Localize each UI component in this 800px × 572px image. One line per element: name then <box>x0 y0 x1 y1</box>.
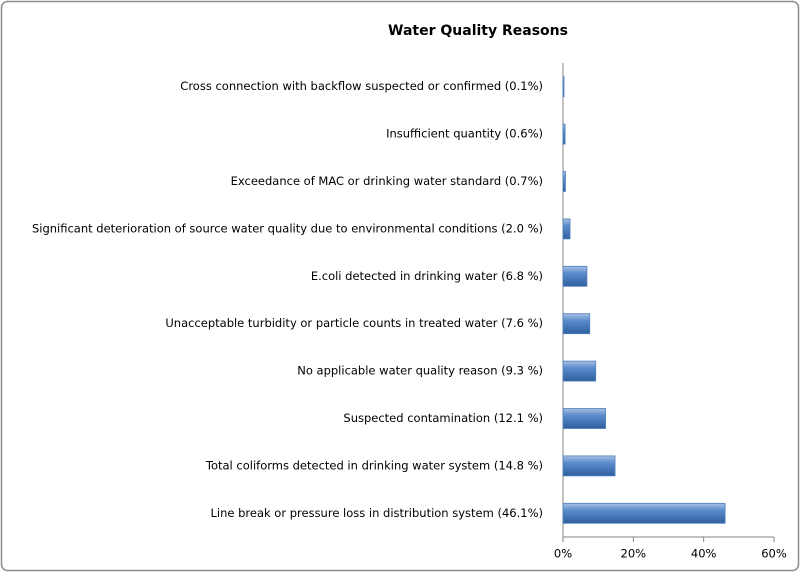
bar <box>562 502 726 524</box>
chart-title: Water Quality Reasons <box>388 23 568 39</box>
bar <box>562 218 571 240</box>
bar <box>562 360 597 382</box>
x-tick-label: 0% <box>554 547 572 561</box>
y-tick-label: Unacceptable turbidity or particle count… <box>165 316 543 330</box>
x-tick-label: 40% <box>691 547 717 561</box>
bar <box>562 455 616 477</box>
x-tick-label: 20% <box>621 547 647 561</box>
y-tick-label: Cross connection with backflow suspected… <box>180 79 543 93</box>
y-tick-label: Line break or pressure loss in distribut… <box>210 506 543 520</box>
y-tick-label: Insufficient quantity (0.6%) <box>386 127 543 141</box>
y-tick-label: Significant deterioration of source wate… <box>32 221 543 235</box>
x-tick-label: 60% <box>761 547 787 561</box>
bar <box>562 313 591 335</box>
y-tick-label: Total coliforms detected in drinking wat… <box>205 458 543 472</box>
bar <box>562 265 588 287</box>
y-tick-label: Suspected contamination (12.1 %) <box>343 411 543 425</box>
bar <box>562 76 565 98</box>
y-tick-label: E.coli detected in drinking water (6.8 %… <box>311 269 543 283</box>
bar <box>562 123 566 145</box>
bar <box>562 171 566 192</box>
bar <box>562 408 606 429</box>
y-tick-label: No applicable water quality reason (9.3 … <box>297 364 543 378</box>
y-tick-label: Exceedance of MAC or drinking water stan… <box>231 174 543 188</box>
